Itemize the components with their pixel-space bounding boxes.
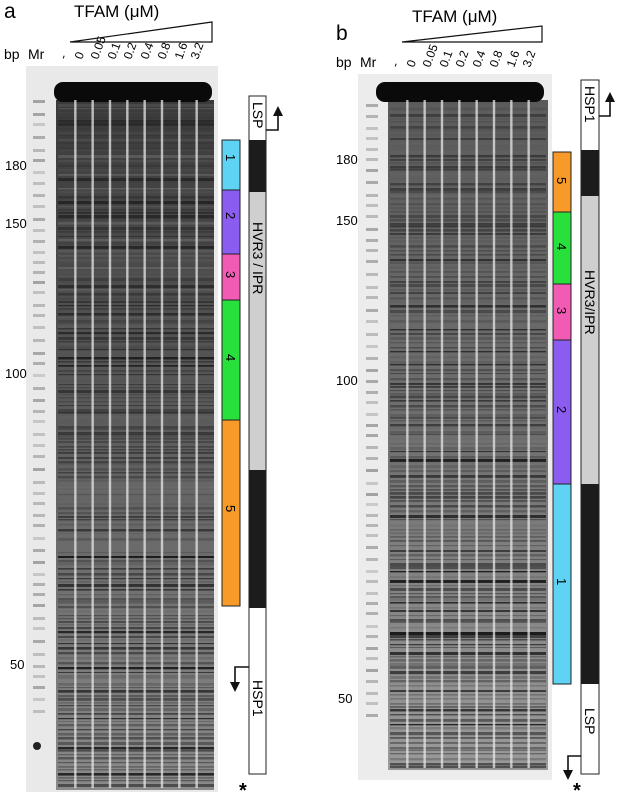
region-dark-block: [249, 140, 266, 192]
panel-b-mr-header: Mr: [360, 54, 377, 70]
site-label: 5: [223, 505, 238, 512]
region-dark-block: [581, 484, 599, 684]
panel-a-mr-header: Mr: [28, 46, 45, 62]
bp-marker-label: 150: [336, 213, 358, 228]
site-bar-1: [221, 139, 241, 191]
bp-marker-label: 180: [5, 158, 27, 173]
panel-a-site-bars: 1 2 3 4 5: [221, 139, 241, 607]
asterisk-marker: *: [239, 780, 247, 797]
bp-marker-label: 50: [10, 657, 24, 672]
panel-b-lane-separators: [406, 100, 530, 768]
panel-b-label: b: [336, 22, 348, 45]
region-grey-block: [249, 192, 266, 470]
site-bar-1: [552, 483, 572, 685]
bp-marker-label: 100: [5, 366, 27, 381]
region-label-hsp: HSP1: [250, 680, 266, 717]
panel-a-lane-separators: [74, 100, 198, 788]
panel-b-ladder: [366, 104, 378, 717]
panel-b-bp-markers: 180 150 100 50: [336, 152, 358, 706]
panel-b-lane-label: 3.2: [520, 48, 539, 69]
panel-a-gel-image: [26, 66, 218, 792]
site-label: 5: [554, 177, 569, 184]
panel-a-lane-label: 0.8: [155, 40, 174, 61]
site-label: 4: [554, 243, 569, 250]
site-label: 1: [223, 154, 238, 161]
panel-a-gradient-wedge: [69, 21, 213, 43]
panel-b-lane-label: 0.4: [470, 48, 489, 69]
panel-a-lane-label: 0.1: [105, 40, 124, 61]
panel-b-site-bars: 5 4 3 2 1: [552, 151, 572, 685]
site-bar-5: [221, 419, 241, 607]
panel-b-gel-image: [358, 74, 552, 780]
site-label: 2: [223, 212, 238, 219]
panel-a: a TFAM (μM) bp Mr - 0 0.05 0.1 0.2 0.4 0…: [4, 0, 283, 797]
panel-a-ladder: [33, 100, 45, 713]
bp-marker-label: 50: [338, 691, 352, 706]
panel-b-lane-label: 1.6: [504, 48, 523, 69]
site-label: 4: [223, 354, 238, 361]
panel-b-title: TFAM (μM): [412, 7, 497, 26]
panel-b-wells: [376, 82, 544, 102]
bp-marker-label: 100: [336, 373, 358, 388]
panel-a-lane-label: -: [56, 52, 71, 61]
site-label: 3: [223, 271, 238, 278]
panel-a-bp-header: bp: [4, 46, 20, 62]
site-label: 1: [554, 578, 569, 585]
panel-b-lane-labels: - 0 0.05 0.1 0.2 0.4 0.8 1.6 3.2: [388, 42, 539, 69]
region-label-lsp: LSP: [250, 102, 266, 128]
region-label-hsp: HSP1: [582, 86, 598, 123]
panel-b-region-bar: HSP1 HVR3/IPR LSP *: [563, 79, 615, 797]
panel-a-lane-label: 0: [72, 50, 88, 61]
panel-a-bp-markers: 180 150 100 50: [5, 158, 27, 672]
site-bar-2: [221, 189, 241, 255]
region-label-lsp: LSP: [582, 708, 598, 734]
panel-a-lane-label: 0.4: [138, 40, 157, 61]
panel-a-lane-label: 3.2: [188, 40, 207, 61]
region-label-hvr: HVR3 / IPR: [250, 222, 266, 294]
hsp-arrow-icon: [599, 100, 611, 117]
panel-a-label: a: [4, 0, 16, 23]
panel-b-lane-label: 0.1: [437, 48, 456, 69]
panel-a-lane-label: 0.2: [121, 40, 140, 61]
panel-b-lane-label: 0.8: [487, 48, 506, 69]
hsp-arrow-icon: [234, 666, 249, 684]
site-label: 2: [554, 406, 569, 413]
panel-b-lane-label: -: [388, 60, 403, 69]
panel-a-gel-bands: [58, 104, 214, 787]
asterisk-marker: *: [573, 780, 581, 797]
region-dark-block: [249, 470, 266, 608]
bp-marker-label: 180: [336, 152, 358, 167]
panel-a-wells: [54, 82, 212, 102]
lsp-arrow-icon: [266, 114, 279, 131]
panel-a-region-bar: LSP HVR3 / IPR HSP1 *: [230, 95, 283, 797]
panel-b-lane-label: 0.2: [453, 48, 472, 69]
lsp-arrow-icon: [567, 755, 581, 772]
region-dark-block: [581, 150, 599, 196]
panel-b: b TFAM (μM) bp Mr - 0 0.05 0.1 0.2 0.4 0…: [336, 7, 615, 797]
panel-a-title: TFAM (μM): [74, 2, 159, 21]
bp-marker-label: 150: [5, 216, 27, 231]
panel-b-gradient-wedge: [401, 25, 543, 43]
region-grey-block: [581, 196, 599, 484]
panel-b-bp-header: bp: [336, 54, 352, 70]
panel-b-gel-bands: [390, 104, 546, 769]
panel-b-lane-label: 0: [404, 58, 420, 69]
panel-a-lane-label: 1.6: [172, 40, 191, 61]
region-label-hvr: HVR3/IPR: [582, 270, 598, 335]
site-label: 3: [554, 307, 569, 314]
